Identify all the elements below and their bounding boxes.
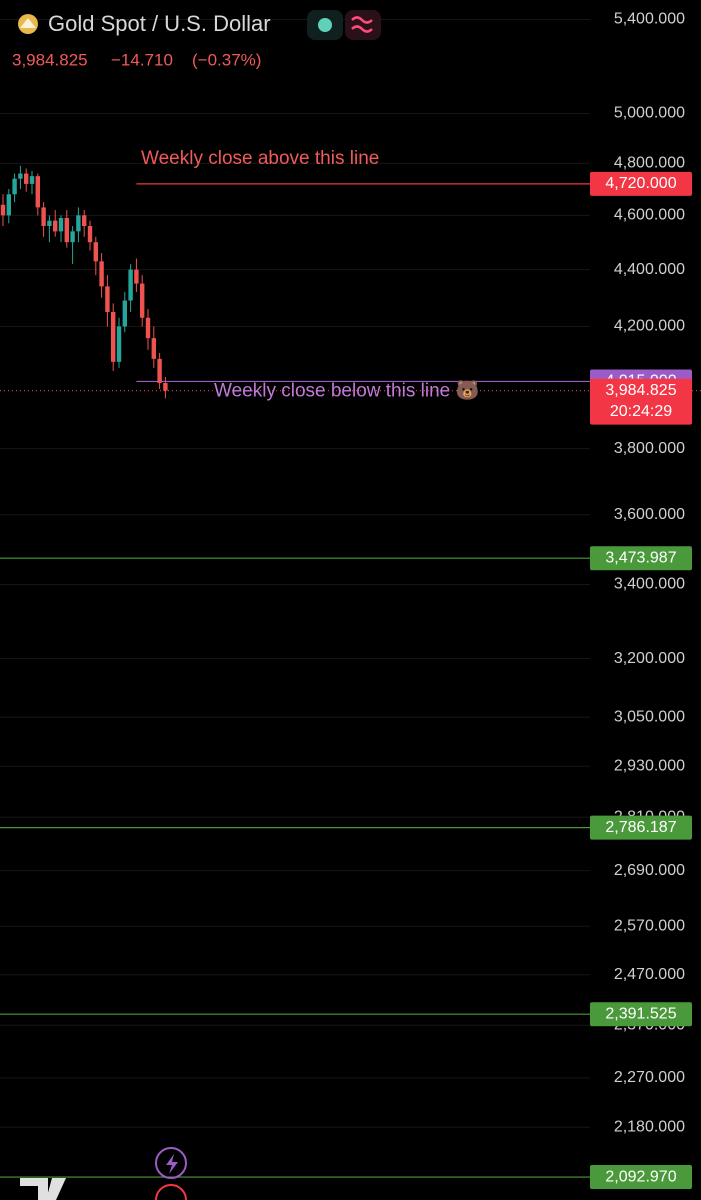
candle-body [157,358,162,383]
price-marker-label: 3,473.987 [605,549,676,566]
y-tick-label: 4,400.000 [614,261,685,278]
y-tick-label: 3,800.000 [614,440,685,457]
candle-body [58,217,64,232]
price-markers: 4,720.0004,015.0003,984.82520:24:293,473… [590,171,692,1190]
candle-body [105,286,110,312]
y-tick-label: 3,200.000 [614,650,685,667]
candle-body [93,242,98,262]
y-tick-label: 2,270.000 [614,1069,685,1086]
candle-body [70,231,75,243]
candle-body [151,338,156,359]
y-tick-label: 3,050.000 [614,708,685,725]
price-marker-label: 2,092.970 [605,1168,676,1185]
candle-body [140,283,145,318]
price-marker-label: 4,720.000 [605,175,676,192]
price-marker-label: 2,391.525 [605,1005,676,1022]
grid [0,19,590,1128]
logo [20,1178,66,1200]
candle-body [87,226,93,243]
y-tick-label: 2,180.000 [614,1119,685,1136]
flash-icon[interactable] [155,1147,187,1179]
y-tick-label: 5,000.000 [614,105,685,122]
last-price: 3,984.825 [12,50,88,69]
y-tick-label: 2,470.000 [614,966,685,983]
flash-glyph [166,1154,178,1174]
status-dot [318,18,332,32]
candle-body [134,269,139,284]
y-tick-label: 4,200.000 [614,318,685,335]
event-icon[interactable] [155,1184,187,1200]
annotation: Weekly close below this line 🐻 [214,378,479,401]
candle-body [18,173,23,179]
price-marker-label: 2,786.187 [605,819,676,836]
y-tick-label: 2,570.000 [614,918,685,935]
candle-body [53,220,58,232]
y-tick-label: 4,600.000 [614,207,685,224]
price-change-percent: (−0.37%) [192,50,261,69]
y-axis: 5,400.000 5,000.000 4,800.000 4,600.000 4,40… [614,11,685,1136]
candle-body [6,194,11,216]
candle-body [41,207,46,227]
wave-icon [351,16,373,33]
price-marker [590,1165,692,1190]
price-marker [590,171,692,196]
footer-icons [20,1147,187,1200]
candle-body [145,317,151,339]
price-marker-label: 3,984.825 [605,382,676,399]
candle-body [47,220,52,227]
candles [0,165,168,399]
y-tick-label: 3,400.000 [614,576,685,593]
wave-toggle[interactable] [345,10,381,40]
annotation: Weekly close above this line [141,148,379,169]
header: Gold Spot / U.S. Dollar 3,984.825 −14.71… [12,10,381,69]
candle-body [29,176,35,184]
candle-body [64,217,69,243]
countdown: 20:24:29 [610,403,672,420]
chart-title: Gold Spot / U.S. Dollar [48,11,271,36]
candle-body [35,176,40,208]
price-marker [590,378,692,425]
candle-body [122,300,127,327]
y-tick-label: 2,690.000 [614,862,685,879]
candle-body [76,215,81,232]
candle-body [0,204,6,216]
candle-body [128,269,133,301]
candle-body [82,215,87,227]
candle-body [163,382,168,391]
price-marker [590,1002,692,1027]
y-tick-label: 5,400.000 [614,11,685,28]
candle-body [12,178,17,195]
price-change: −14.710 [111,50,173,69]
y-tick-label: 4,800.000 [614,155,685,172]
price-marker [590,546,692,571]
price-lines: Weekly close above this line Weekly close… [0,148,701,1178]
candle-body [116,326,122,362]
price-marker [590,815,692,840]
candle-body [24,173,29,184]
candle-body [111,311,116,362]
candle-body [99,261,104,287]
y-tick-label: 3,600.000 [614,506,685,523]
y-tick-label: 2,930.000 [614,757,685,774]
symbol-icon-glyph [20,18,36,28]
